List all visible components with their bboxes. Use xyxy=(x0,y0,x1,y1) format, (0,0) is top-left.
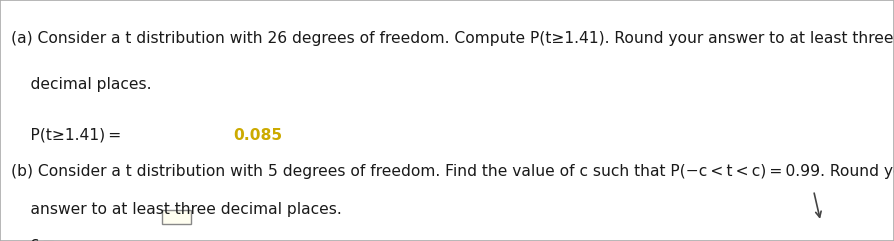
Text: (b) Consider a t distribution with 5 degrees of freedom. Find the value of c suc: (b) Consider a t distribution with 5 deg… xyxy=(11,164,894,179)
Text: 0.085: 0.085 xyxy=(233,128,283,143)
Text: c =: c = xyxy=(11,236,55,241)
Text: answer to at least three decimal places.: answer to at least three decimal places. xyxy=(11,202,342,217)
Text: decimal places.: decimal places. xyxy=(11,77,151,92)
Text: P(t≥1.41) =: P(t≥1.41) = xyxy=(11,128,124,143)
FancyBboxPatch shape xyxy=(163,210,191,224)
Text: (a) Consider a t distribution with 26 degrees of freedom. Compute P(t≥1.41). Rou: (a) Consider a t distribution with 26 de… xyxy=(11,31,893,46)
